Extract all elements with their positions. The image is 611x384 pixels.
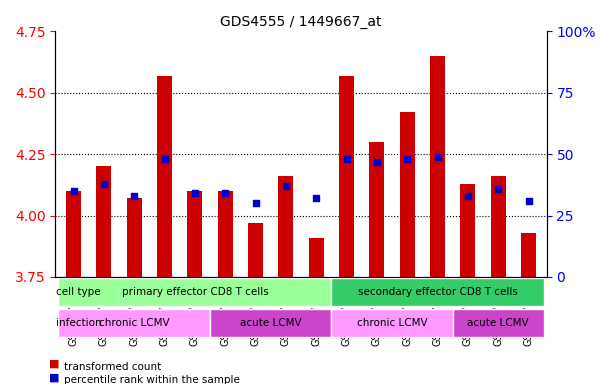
Bar [188, 191, 202, 277]
Point [221, 190, 230, 197]
Point [433, 154, 442, 160]
Point [524, 198, 533, 204]
Bar [430, 56, 445, 277]
Bar [248, 223, 263, 277]
Text: ■: ■ [49, 372, 59, 382]
Text: transformed count: transformed count [64, 362, 161, 372]
Point [403, 156, 412, 162]
Text: primary effector CD8 T cells: primary effector CD8 T cells [122, 287, 268, 297]
Point [68, 188, 78, 194]
Text: chronic LCMV: chronic LCMV [99, 318, 169, 328]
Point [493, 185, 503, 192]
Text: acute LCMV: acute LCMV [467, 318, 529, 328]
Point [372, 159, 382, 165]
Bar [521, 233, 536, 277]
FancyBboxPatch shape [453, 309, 544, 337]
Point [281, 183, 291, 189]
Bar [400, 113, 415, 277]
Bar [97, 166, 111, 277]
FancyBboxPatch shape [210, 309, 331, 337]
Bar [279, 176, 293, 277]
Point [312, 195, 321, 202]
FancyBboxPatch shape [331, 309, 453, 337]
Point [159, 156, 169, 162]
Point [130, 193, 139, 199]
Bar [309, 238, 324, 277]
Text: ■: ■ [49, 359, 59, 369]
Bar [369, 142, 384, 277]
Text: infection: infection [56, 318, 101, 328]
Text: secondary effector CD8 T cells: secondary effector CD8 T cells [357, 287, 518, 297]
Point [342, 156, 351, 162]
FancyBboxPatch shape [59, 309, 210, 337]
Bar [339, 76, 354, 277]
Point [99, 180, 109, 187]
Bar [491, 176, 506, 277]
Point [251, 200, 260, 206]
FancyBboxPatch shape [59, 278, 331, 306]
Text: chronic LCMV: chronic LCMV [357, 318, 427, 328]
Title: GDS4555 / 1449667_at: GDS4555 / 1449667_at [221, 15, 382, 29]
Bar [460, 184, 475, 277]
Point [463, 193, 473, 199]
Bar [218, 191, 233, 277]
Bar [157, 76, 172, 277]
Text: percentile rank within the sample: percentile rank within the sample [64, 375, 240, 384]
Point [190, 190, 200, 197]
FancyBboxPatch shape [331, 278, 544, 306]
Text: cell type: cell type [56, 287, 101, 297]
Text: acute LCMV: acute LCMV [240, 318, 302, 328]
Bar [126, 199, 142, 277]
Bar [66, 191, 81, 277]
